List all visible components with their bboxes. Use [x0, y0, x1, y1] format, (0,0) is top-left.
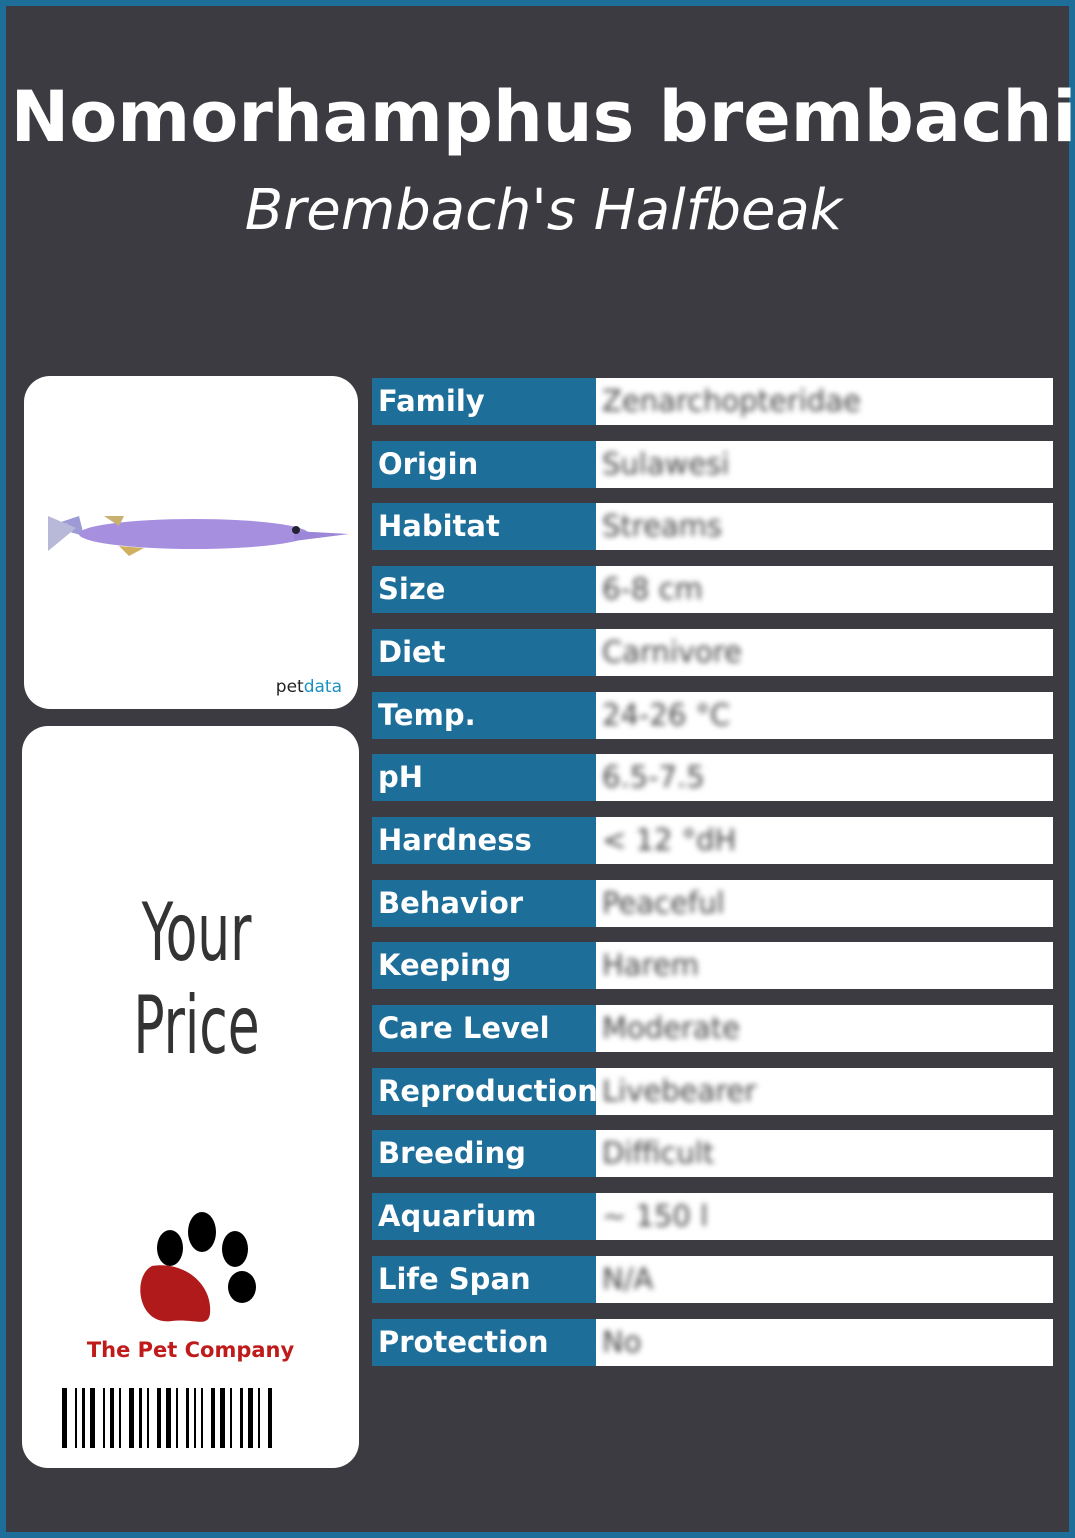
row-value: 6-8 cm [602, 572, 703, 607]
table-row: Origin Sulawesi [372, 440, 1053, 488]
row-value: N/A [602, 1261, 654, 1296]
price-card: Your Price The Pet Company [22, 726, 359, 1468]
row-value: Peaceful [602, 885, 725, 920]
row-label: Behavior [372, 879, 596, 927]
credit-text: data [303, 677, 342, 697]
row-value: No [602, 1324, 642, 1359]
table-row: Size 6-8 cm [372, 566, 1053, 614]
row-value: Difficult [602, 1136, 715, 1171]
barcode-bar [220, 1388, 225, 1448]
table-row: pH 6.5-7.5 [372, 754, 1053, 802]
row-value: Zenarchopteridae [602, 384, 861, 418]
row-value: Harem [602, 948, 699, 983]
barcode-bar [211, 1388, 215, 1448]
row-label: Origin [372, 440, 596, 488]
row-label: Size [372, 566, 596, 614]
row-value: Livebearer [602, 1073, 757, 1108]
table-row: Behavior Peaceful [372, 879, 1053, 927]
image-card: petdata [24, 376, 358, 709]
barcode-bar [194, 1388, 196, 1448]
barcode-bar [240, 1388, 243, 1448]
row-label: Habitat [372, 503, 596, 551]
row-label: Breeding [372, 1130, 596, 1178]
credit-text: pet [275, 677, 304, 697]
table-row: Reproduction Livebearer [372, 1067, 1053, 1115]
row-label: Care Level [372, 1005, 596, 1052]
row-value: Moderate [602, 1011, 740, 1045]
row-label: Temp. [372, 691, 596, 739]
barcode-bar [119, 1388, 121, 1448]
row-label: Diet [372, 628, 596, 676]
row-value: Carnivore [602, 634, 742, 669]
barcode-bar [258, 1388, 260, 1448]
barcode-bar [75, 1388, 77, 1448]
title: Nomorhamphus brembachi [10, 76, 1075, 158]
logo-barcode [62, 1212, 272, 1448]
row-label: Aquarium [372, 1193, 596, 1241]
barcode-bar [166, 1388, 171, 1448]
table-row: Breeding Difficult [372, 1130, 1053, 1178]
table-row: Temp. 24-26 °C [372, 691, 1053, 739]
table-row: Diet Carnivore [372, 628, 1053, 676]
row-value: Sulawesi [602, 446, 730, 481]
brand: The Pet Company [86, 1338, 295, 1362]
barcode-bar [103, 1388, 105, 1448]
barcode-bar [62, 1388, 67, 1448]
barcode-bar [230, 1388, 232, 1448]
barcode-bar [129, 1388, 134, 1448]
barcode-bar [157, 1388, 161, 1448]
barcode-bar [147, 1388, 149, 1448]
table-row: Aquarium ~ 150 l [372, 1193, 1053, 1241]
row-label: Hardness [372, 816, 596, 864]
table-row: Keeping Harem [372, 942, 1053, 990]
barcode-bar [110, 1388, 114, 1448]
barcode-bar [82, 1388, 85, 1448]
row-label: Family [372, 378, 596, 425]
row-label: Keeping [372, 942, 596, 990]
row-value: Streams [602, 509, 723, 544]
barcode-bar [90, 1388, 95, 1448]
table-row: Life Span N/A [372, 1255, 1053, 1303]
fish-image [48, 516, 349, 556]
table-row: Protection No [372, 1318, 1053, 1366]
row-value: 6.5-7.5 [602, 760, 705, 795]
credit: petdata [276, 677, 342, 697]
row-label: Life Span [372, 1255, 596, 1303]
table-row: Care Level Moderate [372, 1005, 1053, 1052]
table-row: Family Zenarchopteridae [372, 378, 1053, 425]
barcode-bar [268, 1388, 272, 1448]
row-value: 24-26 °C [602, 697, 731, 732]
price-label: Your Price [133, 886, 260, 1072]
table-row: Hardness < 12 °dH [372, 816, 1053, 864]
row-value: < 12 °dH [602, 822, 737, 857]
row-label: Protection [372, 1318, 596, 1366]
barcode-bar [248, 1388, 253, 1448]
row-label: Reproduction [372, 1067, 598, 1115]
row-label: pH [372, 754, 596, 802]
barcode-bar [176, 1388, 178, 1448]
subtitle: Brembach's Halfbeak [244, 178, 843, 243]
barcode-bar [139, 1388, 142, 1448]
row-value: ~ 150 l [602, 1199, 709, 1234]
table-row: Habitat Streams [372, 503, 1053, 551]
barcode-bar [186, 1388, 189, 1448]
barcode-bar [201, 1388, 203, 1448]
